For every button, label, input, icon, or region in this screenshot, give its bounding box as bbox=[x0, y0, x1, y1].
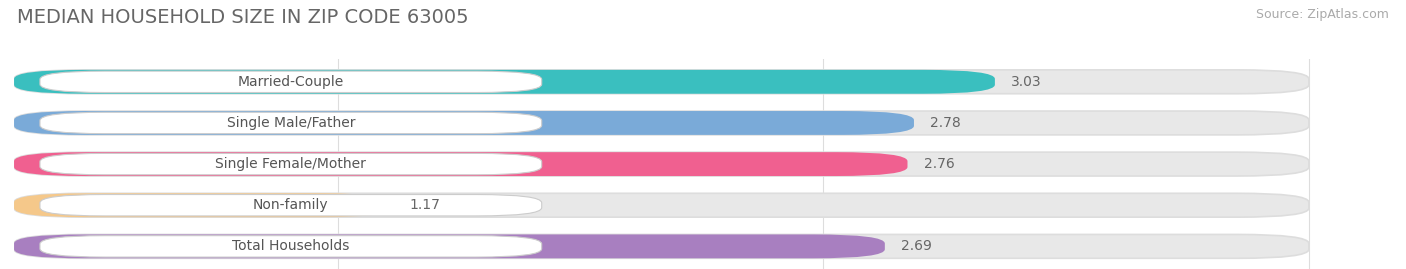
Text: 2.76: 2.76 bbox=[924, 157, 955, 171]
FancyBboxPatch shape bbox=[14, 111, 1309, 135]
FancyBboxPatch shape bbox=[14, 235, 1309, 258]
Text: 1.17: 1.17 bbox=[409, 198, 440, 212]
FancyBboxPatch shape bbox=[39, 112, 541, 134]
FancyBboxPatch shape bbox=[39, 71, 541, 93]
Text: MEDIAN HOUSEHOLD SIZE IN ZIP CODE 63005: MEDIAN HOUSEHOLD SIZE IN ZIP CODE 63005 bbox=[17, 8, 468, 27]
Text: Total Households: Total Households bbox=[232, 239, 350, 253]
FancyBboxPatch shape bbox=[14, 193, 1309, 217]
Text: Single Male/Father: Single Male/Father bbox=[226, 116, 356, 130]
FancyBboxPatch shape bbox=[14, 235, 884, 258]
Text: Single Female/Mother: Single Female/Mother bbox=[215, 157, 367, 171]
Text: Source: ZipAtlas.com: Source: ZipAtlas.com bbox=[1256, 8, 1389, 21]
FancyBboxPatch shape bbox=[14, 70, 995, 94]
FancyBboxPatch shape bbox=[14, 152, 1309, 176]
FancyBboxPatch shape bbox=[39, 153, 541, 175]
FancyBboxPatch shape bbox=[39, 236, 541, 257]
Text: 3.03: 3.03 bbox=[1011, 75, 1042, 89]
FancyBboxPatch shape bbox=[14, 152, 907, 176]
FancyBboxPatch shape bbox=[14, 111, 914, 135]
Text: 2.69: 2.69 bbox=[901, 239, 932, 253]
Text: Married-Couple: Married-Couple bbox=[238, 75, 344, 89]
Text: Non-family: Non-family bbox=[253, 198, 329, 212]
FancyBboxPatch shape bbox=[14, 70, 1309, 94]
FancyBboxPatch shape bbox=[14, 193, 392, 217]
FancyBboxPatch shape bbox=[39, 194, 541, 216]
Text: 2.78: 2.78 bbox=[931, 116, 960, 130]
